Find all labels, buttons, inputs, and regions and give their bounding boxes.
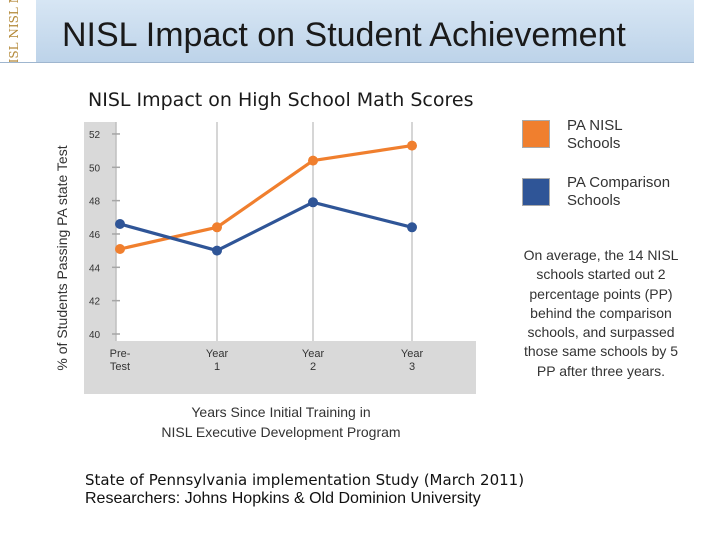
nisl-logo: NISL NISL NI xyxy=(0,0,36,62)
x-axis-title: Years Since Initial Training in NISL Exe… xyxy=(126,402,436,442)
x-tick-label: Year 1 xyxy=(206,348,229,373)
data-point-comparison xyxy=(212,245,222,256)
page-title: NISL Impact on Student Achievement xyxy=(62,16,626,54)
researchers-credit: Researchers: Johns Hopkins & Old Dominio… xyxy=(85,490,481,507)
plot-area xyxy=(116,122,476,341)
legend-swatch-comparison xyxy=(522,178,550,206)
study-citation: State of Pennsylvania implementation Stu… xyxy=(85,471,525,489)
series-line-comparison xyxy=(119,200,413,253)
y-tick-label: 44 xyxy=(89,263,101,274)
data-point-nisl xyxy=(212,222,222,233)
data-point-nisl xyxy=(308,155,318,166)
legend-swatch-nisl xyxy=(522,120,550,148)
data-point-nisl xyxy=(407,140,417,151)
data-point-comparison xyxy=(115,219,125,229)
data-point-comparison xyxy=(407,222,417,233)
title-banner: NISL NISL NI NISL Impact on Student Achi… xyxy=(0,0,694,63)
y-tick-label: 46 xyxy=(89,230,101,241)
chart-title: NISL Impact on High School Math Scores xyxy=(88,89,474,111)
y-tick-label: 50 xyxy=(89,163,101,174)
legend-label-nisl: PA NISL Schools xyxy=(567,117,623,152)
data-point-comparison xyxy=(308,197,318,208)
y-tick-label: 48 xyxy=(89,197,101,208)
y-tick-label: 40 xyxy=(89,330,101,341)
data-point-nisl xyxy=(115,244,125,254)
x-tick-label: Year 2 xyxy=(302,348,325,373)
x-tick-label: Pre-Test xyxy=(110,348,131,373)
x-tick-label: Year 3 xyxy=(401,348,424,373)
y-tick-label: 52 xyxy=(89,130,101,141)
x-axis-title-line1: Years Since Initial Training in xyxy=(191,404,371,420)
x-axis-title-line2: NISL Executive Development Program xyxy=(161,424,401,440)
summary-note: On average, the 14 NISL schools started … xyxy=(523,247,679,379)
legend-label-comparison: PA Comparison Schools xyxy=(567,174,671,209)
y-tick-label: 42 xyxy=(89,297,101,308)
